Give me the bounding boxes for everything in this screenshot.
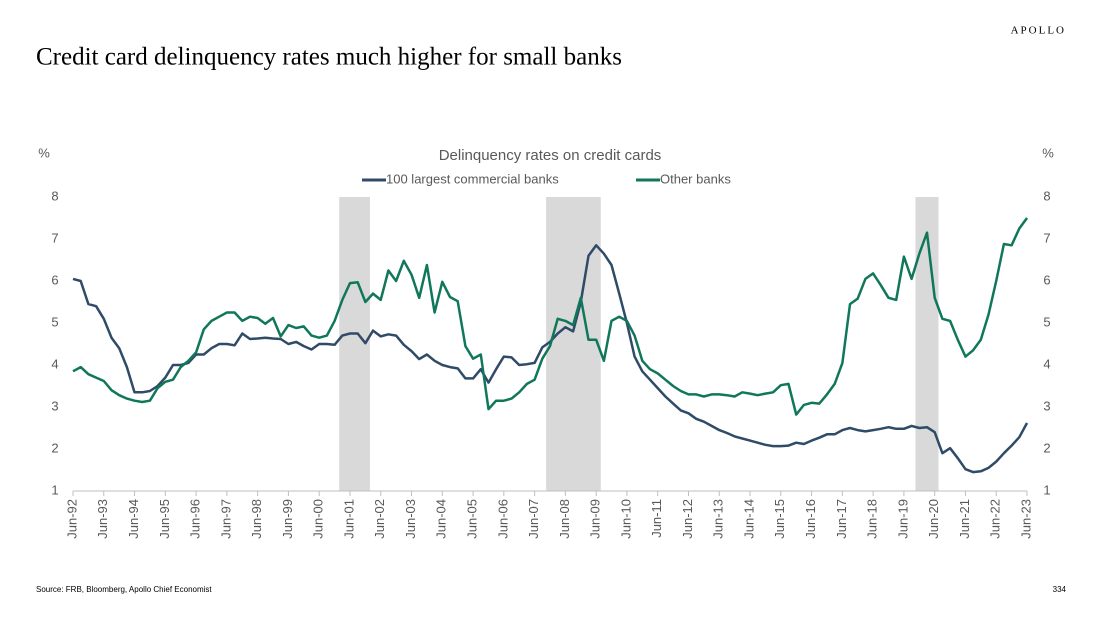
x-tick-label: Jun-09 [588,499,603,539]
x-tick-label: Jun-00 [311,499,326,539]
source-note: Source: FRB, Bloomberg, Apollo Chief Eco… [36,585,212,594]
x-tick-label: Jun-95 [157,499,172,539]
y-tick-label: 4 [51,356,58,371]
y2-tick-label: 2 [1043,440,1050,455]
y2-tick-label: 4 [1043,356,1050,371]
x-tick-label: Jun-11 [649,499,664,538]
y-tick-label: 7 [51,230,58,245]
legend-label: 100 largest commercial banks [386,171,559,186]
y-tick-label: 6 [51,272,58,287]
x-tick-label: Jun-05 [465,499,480,539]
x-tick-label: Jun-22 [988,499,1003,539]
y2-tick-label: 5 [1043,314,1050,329]
y-tick-label: 3 [51,398,58,413]
x-tick-label: Jun-92 [64,499,79,539]
x-tick-label: Jun-03 [403,499,418,539]
x-tick-label: Jun-17 [834,499,849,539]
x-tick-label: Jun-23 [1018,499,1033,539]
legend-label: Other banks [660,171,731,186]
x-tick-label: Jun-13 [711,499,726,539]
y2-tick-label: 1 [1043,482,1050,497]
x-tick-label: Jun-19 [895,499,910,539]
x-tick-label: Jun-02 [372,499,387,539]
x-tick-label: Jun-98 [249,499,264,539]
x-tick-label: Jun-12 [680,499,695,539]
y2-tick-label: 8 [1043,188,1050,203]
x-tick-label: Jun-15 [772,499,787,539]
y-tick-label: 1 [51,482,58,497]
page-number: 334 [1053,585,1067,594]
y2-tick-label: 3 [1043,398,1050,413]
recession-band [915,197,939,491]
y-tick-label: 5 [51,314,58,329]
x-tick-label: Jun-10 [618,499,633,539]
y2-tick-label: 6 [1043,272,1050,287]
y-tick-label: 2 [51,440,58,455]
y2-tick-label: 7 [1043,230,1050,245]
x-tick-label: Jun-20 [926,499,941,539]
x-tick-label: Jun-16 [803,499,818,539]
page-title: Credit card delinquency rates much highe… [36,44,622,71]
x-tick-label: Jun-01 [341,499,356,539]
chart-title: Delinquency rates on credit cards [439,147,662,164]
x-tick-label: Jun-18 [865,499,880,539]
x-tick-label: Jun-07 [526,499,541,539]
y2-axis-label: % [1042,145,1054,160]
brand: APOLLO [1011,25,1066,37]
x-tick-label: Jun-14 [741,499,756,539]
y-axis-label: % [38,145,50,160]
x-tick-label: Jun-93 [95,499,110,539]
x-tick-label: Jun-99 [280,499,295,539]
x-tick-label: Jun-08 [557,499,572,539]
recession-band [546,197,601,491]
series-line [72,217,1029,416]
x-tick-label: Jun-96 [188,499,203,539]
x-tick-label: Jun-21 [957,499,972,539]
y-tick-label: 8 [51,188,58,203]
x-tick-label: Jun-06 [495,499,510,539]
x-tick-label: Jun-97 [218,499,233,539]
x-tick-label: Jun-94 [126,499,141,539]
x-tick-label: Jun-04 [434,499,449,539]
